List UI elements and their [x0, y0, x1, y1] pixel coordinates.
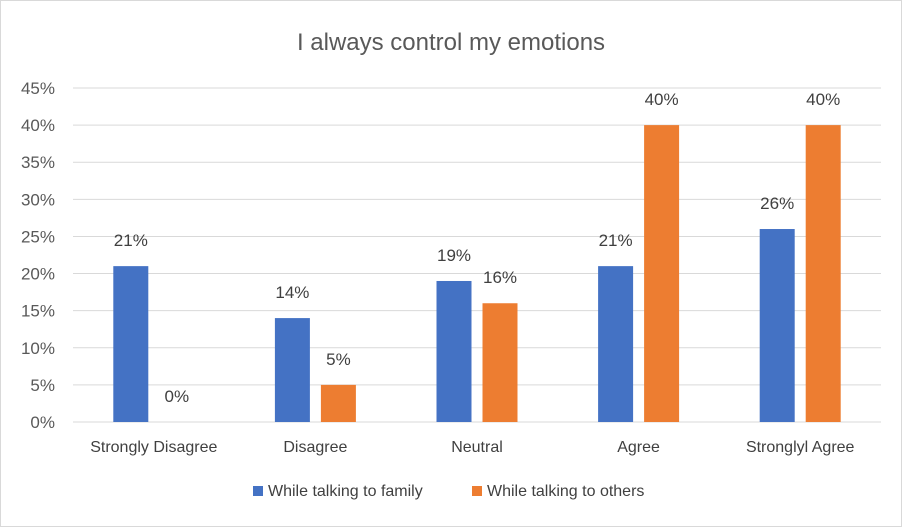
- legend-label: While talking to others: [487, 483, 644, 500]
- bar-family: [759, 229, 795, 422]
- bar-others: [482, 303, 518, 422]
- chart-title: I always control my emotions: [297, 29, 605, 56]
- legend: While talking to family While talking to …: [253, 483, 644, 500]
- x-category-label: Stronglyl Agree: [746, 439, 855, 456]
- data-label: 26%: [760, 194, 794, 213]
- y-tick-label: 25%: [21, 227, 55, 246]
- bar-family: [274, 318, 310, 422]
- y-tick-label: 45%: [21, 79, 55, 98]
- data-label: 5%: [326, 350, 351, 369]
- y-tick-label: 15%: [21, 302, 55, 321]
- x-category-label: Neutral: [451, 439, 503, 456]
- y-tick-label: 20%: [21, 265, 55, 284]
- data-label: 14%: [275, 283, 309, 302]
- legend-label: While talking to family: [268, 483, 423, 500]
- bar-family: [436, 280, 472, 422]
- y-axis-ticks: 0% 5% 10% 15% 20% 25% 30% 35% 40% 45%: [21, 79, 55, 432]
- x-category-label: Agree: [617, 439, 660, 456]
- y-tick-label: 0%: [30, 413, 55, 432]
- bar-family: [113, 266, 149, 422]
- y-tick-label: 30%: [21, 190, 55, 209]
- bar-others: [805, 125, 841, 422]
- bar-family: [598, 266, 634, 422]
- y-tick-label: 5%: [30, 376, 55, 395]
- x-category-label: Disagree: [283, 439, 347, 456]
- bar-others: [320, 384, 356, 422]
- data-label: 16%: [483, 268, 517, 287]
- data-label: 21%: [114, 231, 148, 250]
- data-label: 40%: [645, 90, 679, 109]
- data-labels: 21% 0% 14% 5% 19% 16% 21% 40% 26% 40%: [114, 90, 840, 406]
- legend-swatch: [253, 486, 263, 496]
- legend-swatch: [472, 486, 482, 496]
- data-label: 21%: [599, 231, 633, 250]
- data-label: 0%: [165, 387, 190, 406]
- y-tick-label: 40%: [21, 116, 55, 135]
- data-label: 40%: [806, 90, 840, 109]
- bars: [113, 125, 841, 422]
- x-category-label: Strongly Disagree: [90, 439, 217, 456]
- y-tick-label: 10%: [21, 339, 55, 358]
- gridlines: [73, 87, 881, 423]
- bar-others: [644, 125, 680, 422]
- data-label: 19%: [437, 246, 471, 265]
- y-tick-label: 35%: [21, 153, 55, 172]
- x-axis-categories: Strongly Disagree Disagree Neutral Agree Str…: [90, 439, 854, 456]
